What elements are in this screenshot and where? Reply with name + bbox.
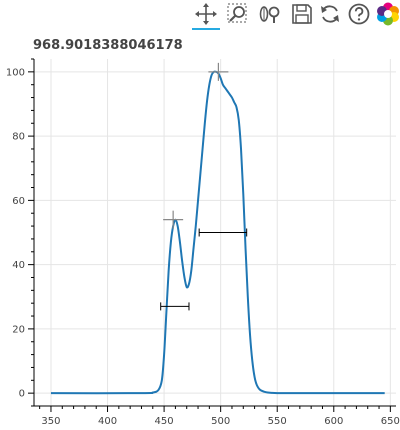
save-icon [292, 4, 312, 24]
width-bar [160, 302, 190, 311]
y-tick-label: 80 [12, 132, 25, 143]
chart-title: 968.9018388046178 [33, 38, 183, 53]
active-tool-indicator [192, 28, 220, 30]
y-axis: 0 20 40 60 80 100 [6, 58, 34, 407]
series-line [50, 70, 385, 395]
x-tick-label: 650 [381, 416, 400, 427]
box-zoom-icon [227, 3, 247, 23]
x-tick-label: 450 [155, 416, 174, 427]
pan-icon [195, 3, 217, 25]
peak-marker [163, 210, 184, 229]
width-bars [160, 228, 248, 311]
x-tick-label: 550 [268, 416, 287, 427]
x-tick-label: 500 [211, 416, 230, 427]
bokeh-logo-button[interactable] [376, 2, 400, 26]
help-tool-button[interactable] [347, 2, 371, 26]
pan-tool-button[interactable] [194, 2, 218, 26]
x-axis: 350 400 450 500 550 600 650 [39, 406, 400, 427]
bokeh-logo-icon [377, 2, 399, 26]
y-tick-label: 20 [12, 324, 25, 335]
y-tick-label: 100 [6, 67, 25, 78]
x-tick-label: 600 [324, 416, 343, 427]
y-tick-label: 60 [12, 196, 25, 207]
toolbar [0, 0, 400, 32]
reset-icon [321, 5, 339, 23]
peak-marker [208, 62, 229, 81]
x-tick-label: 350 [41, 416, 60, 427]
wheel-zoom-icon [259, 6, 280, 23]
y-tick-label: 40 [12, 260, 25, 271]
width-bar [198, 228, 248, 237]
save-tool-button[interactable] [290, 2, 314, 26]
box-zoom-tool-button[interactable] [226, 2, 250, 26]
x-tick-label: 400 [98, 416, 117, 427]
reset-tool-button[interactable] [318, 2, 342, 26]
wheel-zoom-tool-button[interactable] [258, 2, 282, 26]
y-tick-label: 0 [19, 389, 25, 400]
peak-markers [163, 62, 229, 229]
help-icon [348, 3, 370, 25]
